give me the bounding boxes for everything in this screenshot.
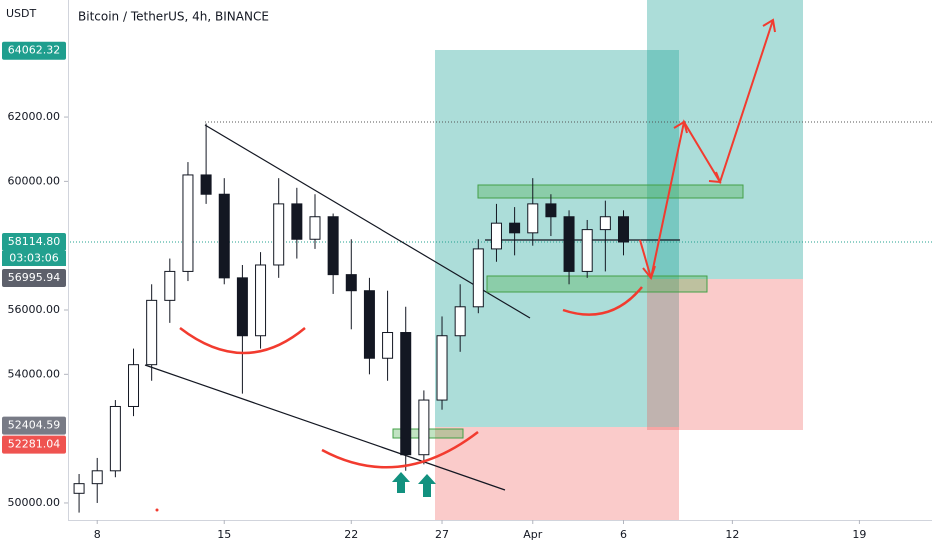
x-tick-label: 27 bbox=[435, 528, 449, 541]
arrow-head bbox=[762, 18, 776, 33]
y-tick-label: 50000.00 bbox=[8, 496, 61, 509]
candle-body bbox=[218, 193, 230, 279]
y-unit: USDT bbox=[6, 7, 37, 20]
y-tick-label: 62000.00 bbox=[8, 110, 61, 123]
price-badge-label: 64062.32 bbox=[8, 44, 61, 57]
time-axis bbox=[68, 520, 932, 550]
x-tick-label: 19 bbox=[852, 528, 866, 541]
candle-body bbox=[291, 203, 303, 240]
candle-body bbox=[599, 216, 611, 231]
price-badge bbox=[2, 416, 66, 435]
candle-body bbox=[255, 264, 267, 337]
candle-body bbox=[617, 216, 629, 243]
candle-body bbox=[327, 216, 339, 276]
candle-body bbox=[436, 335, 448, 401]
countdown: 03:03:06 bbox=[9, 251, 58, 264]
up-arrow bbox=[418, 474, 436, 497]
candle-body bbox=[400, 332, 412, 456]
candle-body bbox=[182, 174, 194, 272]
zone bbox=[486, 275, 708, 293]
arc bbox=[179, 327, 306, 355]
candle-body bbox=[363, 290, 375, 359]
zone bbox=[477, 184, 744, 199]
candle-body bbox=[454, 306, 466, 337]
arc bbox=[562, 286, 643, 316]
candle-body bbox=[200, 174, 212, 195]
up-arrow bbox=[392, 472, 410, 493]
chart-title: Bitcoin / TetherUS, 4h, BINANCE bbox=[78, 10, 269, 24]
arrow-head bbox=[673, 120, 688, 134]
x-tick-label: Apr bbox=[523, 528, 543, 541]
candle-body bbox=[73, 483, 85, 494]
price-badge-label: 56995.94 bbox=[8, 271, 61, 284]
ticks: 62000.00 60000.00 56000.00 54000.00 50000.00… bbox=[2, 41, 866, 541]
candle-body bbox=[509, 222, 521, 234]
annotations bbox=[155, 18, 776, 512]
trend-line bbox=[144, 364, 506, 491]
long-stop-zone bbox=[647, 279, 803, 430]
x-tick-label: 15 bbox=[217, 528, 231, 541]
candle-body bbox=[273, 203, 285, 266]
candle-body bbox=[490, 222, 502, 250]
candle-body bbox=[581, 229, 593, 272]
candle-body bbox=[382, 332, 394, 359]
candle-body bbox=[91, 470, 103, 485]
candle-body bbox=[563, 216, 575, 272]
y-tick-label: 56000.00 bbox=[8, 303, 61, 316]
arrow-head bbox=[708, 171, 722, 184]
x-tick-label: 22 bbox=[344, 528, 358, 541]
candle-body bbox=[527, 203, 539, 234]
x-tick-label: 12 bbox=[725, 528, 739, 541]
price-badge bbox=[2, 435, 66, 454]
price-badge bbox=[2, 268, 66, 287]
candle-body bbox=[128, 364, 140, 407]
long-profit-zone bbox=[435, 50, 679, 427]
y-tick-label: 54000.00 bbox=[8, 367, 61, 380]
candle-body bbox=[109, 405, 121, 472]
candle-body bbox=[309, 216, 321, 240]
price-badge bbox=[2, 232, 66, 251]
candle-body bbox=[236, 277, 248, 337]
arc bbox=[321, 431, 479, 469]
x-tick-label: 8 bbox=[94, 528, 101, 541]
candle-body bbox=[418, 399, 430, 456]
dot bbox=[155, 508, 159, 512]
x-tick-label: 6 bbox=[620, 528, 627, 541]
candles bbox=[73, 123, 629, 513]
price-badge-label: 52281.04 bbox=[8, 438, 61, 451]
candle-body bbox=[146, 299, 158, 366]
price-badge-label: 52404.59 bbox=[8, 419, 61, 432]
y-tick-label: 60000.00 bbox=[8, 174, 61, 187]
candle-body bbox=[472, 248, 484, 308]
long-stop-zone bbox=[435, 427, 679, 520]
countdown-badge bbox=[2, 250, 66, 266]
price-badge-label: 58114.80 bbox=[8, 235, 61, 248]
candle-body bbox=[345, 274, 357, 292]
arrow-head bbox=[642, 265, 656, 281]
candle-body bbox=[164, 270, 176, 301]
long-profit-zone bbox=[647, 0, 803, 279]
drawings bbox=[70, 0, 932, 520]
price-badge bbox=[2, 41, 66, 60]
candle-body bbox=[545, 203, 557, 218]
